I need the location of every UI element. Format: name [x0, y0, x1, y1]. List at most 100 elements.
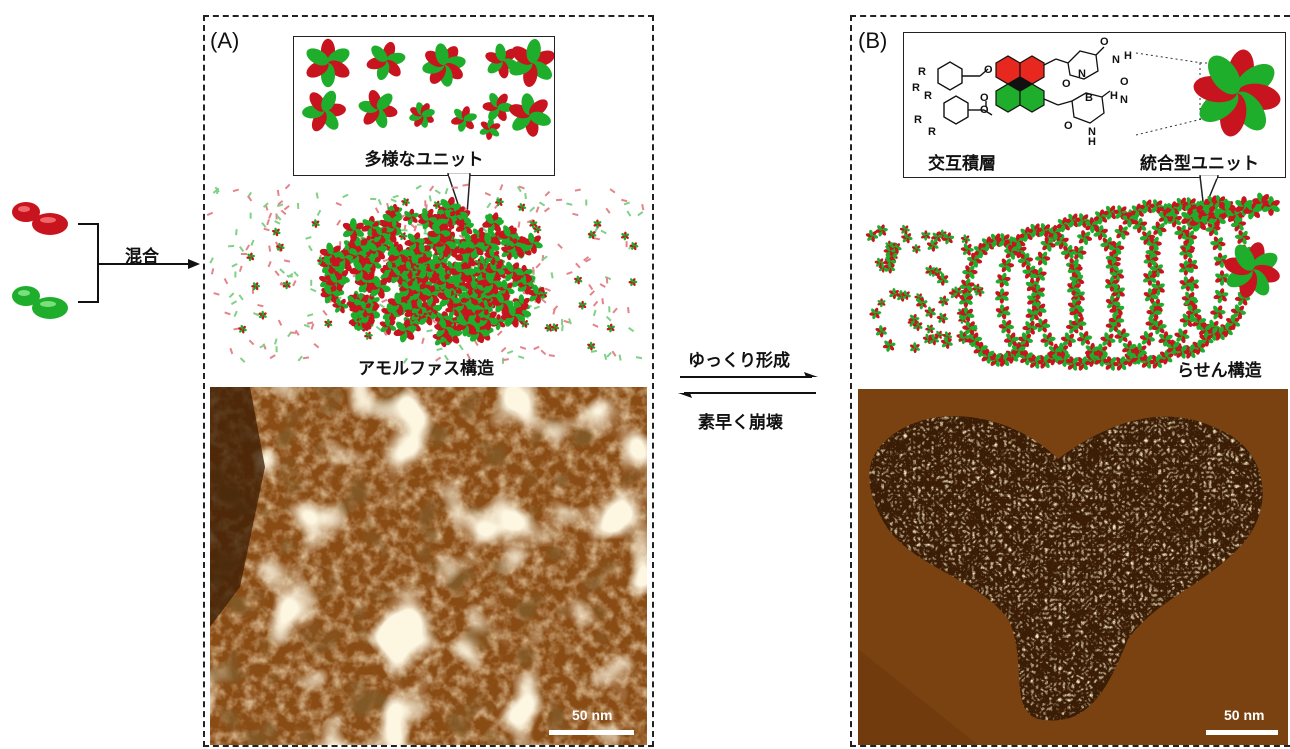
- flower-unit: [1132, 217, 1148, 234]
- flower-unit: [1056, 351, 1072, 367]
- flower-unit: [940, 336, 953, 349]
- panel-a-callout-caption: 多様なユニット: [364, 150, 484, 170]
- flower-unit: [238, 324, 247, 334]
- flower-unit: [1114, 224, 1130, 240]
- flower-unit: [404, 232, 426, 252]
- flower-unit: [958, 332, 970, 345]
- flower-unit: [1158, 209, 1173, 225]
- flower-unit: [1130, 349, 1146, 365]
- flower-unit: [522, 232, 543, 254]
- atom-label: N: [1088, 126, 1096, 138]
- flower-unit: [1048, 343, 1063, 359]
- flower-unit: [1076, 331, 1093, 346]
- atom-label: N: [1078, 68, 1086, 80]
- flower-unit: [1017, 252, 1034, 268]
- mix-label: 混合: [125, 247, 159, 267]
- atom-label: R: [914, 114, 922, 126]
- flower-unit: [959, 306, 975, 322]
- flower-unit: [1179, 260, 1193, 276]
- flower-unit: [1143, 270, 1157, 286]
- flower-unit: [529, 219, 538, 229]
- flower-unit: [398, 232, 408, 241]
- flower-unit: [1105, 257, 1121, 273]
- flower-unit: [532, 224, 542, 234]
- flower-unit: [1122, 212, 1137, 228]
- flower-unit: [409, 102, 435, 128]
- flower-unit: [302, 90, 346, 132]
- flower-unit: [924, 306, 936, 319]
- reverse-label: 素早く崩壊: [698, 413, 783, 433]
- monomer-red-icon: [6, 196, 70, 242]
- flower-unit: [936, 312, 949, 324]
- flower-unit: [877, 298, 886, 308]
- flower-unit: [962, 265, 978, 279]
- flower-unit: [1067, 262, 1083, 278]
- flower-unit: [1234, 230, 1251, 245]
- flower-unit: [1067, 280, 1081, 296]
- panel-b-scale-bar: [1206, 730, 1278, 735]
- flower-unit: [1085, 217, 1100, 234]
- flower-unit: [482, 92, 514, 122]
- flower-unit: [479, 305, 488, 314]
- flower-unit: [1093, 351, 1109, 367]
- flower-unit: [606, 323, 615, 333]
- flower-unit: [539, 289, 548, 299]
- flower-unit: [352, 318, 362, 327]
- equilibrium-arrows: [678, 372, 818, 398]
- flower-unit: [1165, 201, 1181, 217]
- flower-unit: [925, 265, 936, 276]
- flower-unit: [246, 252, 255, 262]
- flower-unit: [869, 307, 882, 320]
- flower-unit: [449, 261, 472, 283]
- flower-unit: [916, 297, 928, 310]
- flower-unit: [1210, 236, 1226, 251]
- panel-b-afm-image: 50 nm: [858, 389, 1288, 745]
- integrated-unit-icon: [1193, 49, 1281, 137]
- flower-unit: [942, 331, 953, 341]
- flower-unit: [460, 289, 478, 308]
- flower-unit: [479, 118, 501, 140]
- panel-b-caption-right: 統合型ユニット: [1140, 154, 1259, 174]
- flower-unit: [497, 225, 520, 248]
- flower-unit: [909, 342, 920, 354]
- helical-structure: [865, 192, 1280, 371]
- flower-unit: [485, 43, 519, 79]
- atom-label: O: [1062, 78, 1071, 90]
- flower-unit: [342, 218, 364, 242]
- flower-unit: [908, 313, 920, 325]
- atom-label: R: [918, 66, 926, 78]
- flower-unit: [901, 232, 913, 244]
- flower-unit: [422, 43, 466, 87]
- flower-unit: [1022, 320, 1038, 335]
- flower-unit: [587, 230, 597, 239]
- flower-unit: [491, 292, 514, 314]
- panel-b-scale-label: 50 nm: [1224, 707, 1265, 723]
- atom-label: R: [912, 82, 920, 94]
- flower-unit: [971, 283, 982, 294]
- flower-unit: [1003, 332, 1020, 348]
- atom-label: O: [984, 64, 993, 76]
- flower-unit: [387, 219, 402, 236]
- flower-unit: [509, 93, 551, 137]
- flower-unit: [967, 252, 983, 268]
- panel-a-scale-label: 50 nm: [572, 707, 613, 723]
- flower-unit: [332, 298, 349, 314]
- atom-label: R: [924, 90, 932, 102]
- flower-unit: [393, 319, 417, 343]
- flower-unit: [1146, 305, 1162, 320]
- flower-unit: [432, 200, 442, 210]
- panel-a-scale-bar: [549, 730, 634, 735]
- atom-label: R: [928, 126, 936, 138]
- flower-unit: [501, 304, 526, 328]
- flower-unit: [282, 280, 291, 290]
- flower-unit: [484, 248, 501, 266]
- flower-unit: [1077, 230, 1093, 246]
- flower-unit: [1071, 316, 1087, 331]
- flower-unit: [506, 238, 522, 255]
- flower-unit: [455, 313, 478, 337]
- flower-unit: [517, 277, 534, 292]
- flower-unit: [474, 258, 483, 268]
- flower-unit: [437, 286, 461, 310]
- flower-unit: [1151, 221, 1167, 237]
- flower-unit: [1004, 244, 1020, 260]
